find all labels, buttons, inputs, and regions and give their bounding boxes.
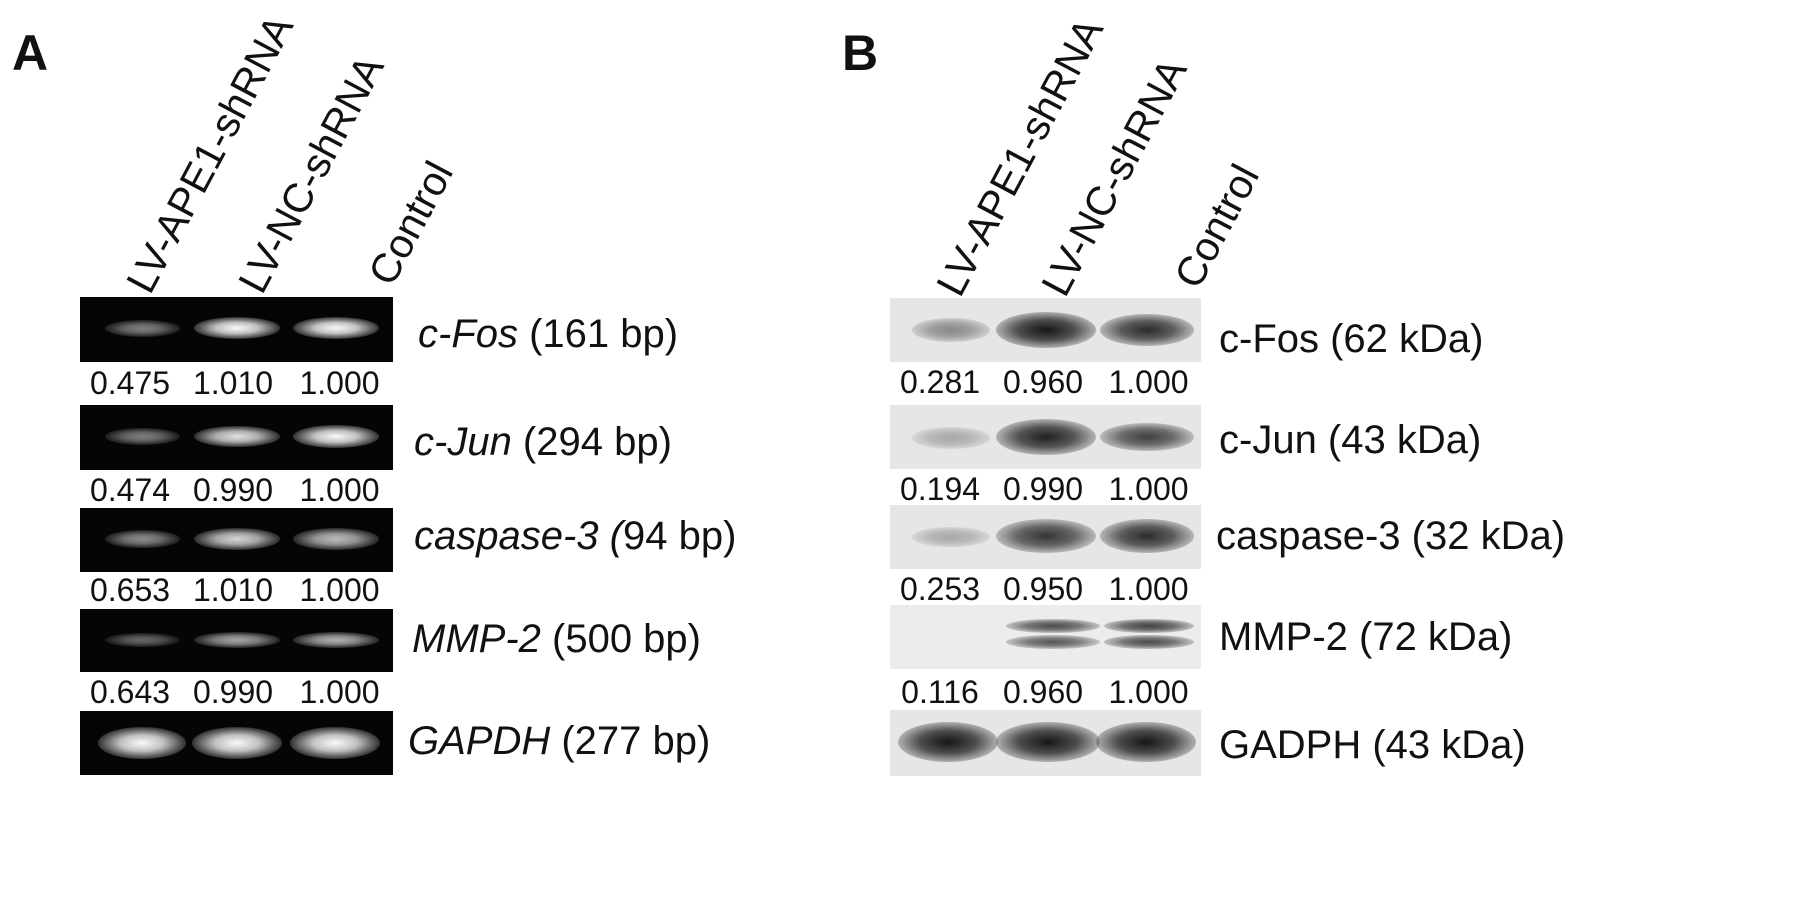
blot-band <box>912 318 990 342</box>
blot-band <box>996 312 1096 348</box>
gel-band <box>293 632 379 648</box>
blot-band <box>1100 314 1194 346</box>
gel-band <box>194 317 280 339</box>
panel-a-gel-c-fos <box>80 297 393 362</box>
panel-a-gel-c-jun <box>80 405 393 470</box>
gel-band <box>105 320 180 337</box>
gel-band <box>194 426 280 447</box>
value-lane-2: 0.990 <box>192 674 274 710</box>
value-lane-2: 0.950 <box>1002 571 1084 607</box>
gene-name: c-Fos <box>418 312 518 356</box>
gel-band <box>293 317 379 339</box>
blot-band <box>1096 722 1196 762</box>
blot-band <box>1104 619 1194 633</box>
value-lane-2: 1.010 <box>192 365 274 401</box>
blot-band <box>898 722 998 762</box>
panel-a-gel-gapdh <box>80 711 393 775</box>
value-lane-3: 1.000 <box>1108 364 1189 400</box>
panel-b-values-c-jun: 0.194 0.990 1.000 <box>890 473 1201 505</box>
value-lane-1: 0.116 <box>901 674 979 710</box>
panel-b-values-mmp-2: 0.116 0.960 1.000 <box>890 676 1201 708</box>
value-lane-1: 0.474 <box>89 472 171 508</box>
value-lane-1: 0.475 <box>89 365 171 401</box>
panel-b-label-mmp-2: MMP-2 (72 kDa) <box>1219 615 1513 659</box>
product-size: (500 bp) <box>540 617 701 661</box>
value-lane-3: 1.000 <box>299 572 380 608</box>
value-lane-3: 1.000 <box>299 674 380 710</box>
gene-name: GAPDH <box>408 719 551 763</box>
value-lane-2: 1.010 <box>192 572 274 608</box>
panel-b-blot-gadph <box>890 710 1201 776</box>
blot-band <box>1104 635 1194 649</box>
value-lane-1: 0.653 <box>89 572 171 608</box>
gene-name: c-Jun <box>414 420 512 464</box>
blot-band <box>996 722 1100 762</box>
panel-a-label-c-fos: c-Fos (161 bp) <box>418 314 678 354</box>
panel-a-letter: A <box>12 25 49 81</box>
panel-b-lane-label-3: Control <box>1165 156 1269 296</box>
panel-a-label-caspase-3: caspase-3 (94 bp) <box>414 516 736 556</box>
panel-b-label-c-jun: c-Jun (43 kDa) <box>1219 418 1482 462</box>
value-lane-3: 1.000 <box>1108 471 1189 507</box>
gene-name: MMP-2 <box>412 617 541 661</box>
value-lane-3: 1.000 <box>1108 674 1189 710</box>
panel-a-label-c-jun: c-Jun (294 bp) <box>414 422 672 462</box>
gel-band <box>98 727 186 759</box>
blot-band <box>912 527 990 547</box>
panel-a-gel-mmp-2 <box>80 609 393 672</box>
panel-b-values-caspase-3: 0.253 0.950 1.000 <box>890 573 1201 605</box>
panel-b-letter: B <box>842 25 879 81</box>
panel-a-label-mmp-2: MMP-2 (500 bp) <box>412 619 701 659</box>
panel-b-label-c-fos: c-Fos (62 kDa) <box>1219 317 1484 361</box>
gel-band <box>293 425 379 448</box>
gel-band <box>105 530 180 548</box>
value-lane-2: 0.960 <box>1002 364 1084 400</box>
gel-band <box>105 633 180 647</box>
panel-a-values-caspase-3: 0.653 1.010 1.000 <box>80 574 393 606</box>
panel-b-blot-mmp-2 <box>890 605 1201 669</box>
value-lane-2: 0.990 <box>192 472 274 508</box>
value-lane-3: 1.000 <box>1108 571 1189 607</box>
gel-band <box>290 727 380 759</box>
blot-band <box>996 419 1096 455</box>
gel-band <box>192 727 282 759</box>
value-lane-2: 0.960 <box>1002 674 1084 710</box>
panel-b-blot-c-jun <box>890 405 1201 469</box>
panel-a-lane-label-3: Control <box>359 153 463 293</box>
value-lane-1: 0.253 <box>899 571 981 607</box>
blot-band <box>1006 635 1100 649</box>
panel-b-label-gadph: GADPH (43 kDa) <box>1219 723 1526 767</box>
panel-a-values-c-jun: 0.474 0.990 1.000 <box>80 474 393 506</box>
panel-a-values-c-fos: 0.475 1.010 1.000 <box>80 367 393 399</box>
blot-band <box>996 519 1096 553</box>
value-lane-1: 0.194 <box>899 471 981 507</box>
panel-b-blot-c-fos <box>890 298 1201 362</box>
value-lane-3: 1.000 <box>299 365 380 401</box>
panel-a-values-mmp-2: 0.643 0.990 1.000 <box>80 676 393 708</box>
gel-band <box>194 528 280 550</box>
value-lane-1: 0.643 <box>89 674 171 710</box>
gel-band <box>194 632 280 648</box>
blot-band <box>1100 519 1194 553</box>
panel-a-label-gapdh: GAPDH (277 bp) <box>408 721 710 761</box>
blot-band <box>1100 423 1194 451</box>
gel-band <box>105 428 180 445</box>
product-size: (277 bp) <box>550 719 711 763</box>
product-size: (294 bp) <box>511 420 672 464</box>
blot-band <box>1006 619 1100 633</box>
panel-b-label-caspase-3: caspase-3 (32 kDa) <box>1216 514 1566 558</box>
value-lane-1: 0.281 <box>899 364 981 400</box>
panel-b-values-c-fos: 0.281 0.960 1.000 <box>890 366 1201 398</box>
product-size: 94 bp) <box>622 514 737 558</box>
value-lane-3: 1.000 <box>299 472 380 508</box>
product-size: (161 bp) <box>518 312 679 356</box>
value-lane-2: 0.990 <box>1002 471 1084 507</box>
gel-band <box>293 528 379 550</box>
gene-name: caspase-3 ( <box>414 514 623 558</box>
panel-a-gel-caspase-3 <box>80 508 393 572</box>
blot-band <box>912 427 990 449</box>
panel-b-blot-caspase-3 <box>890 505 1201 569</box>
